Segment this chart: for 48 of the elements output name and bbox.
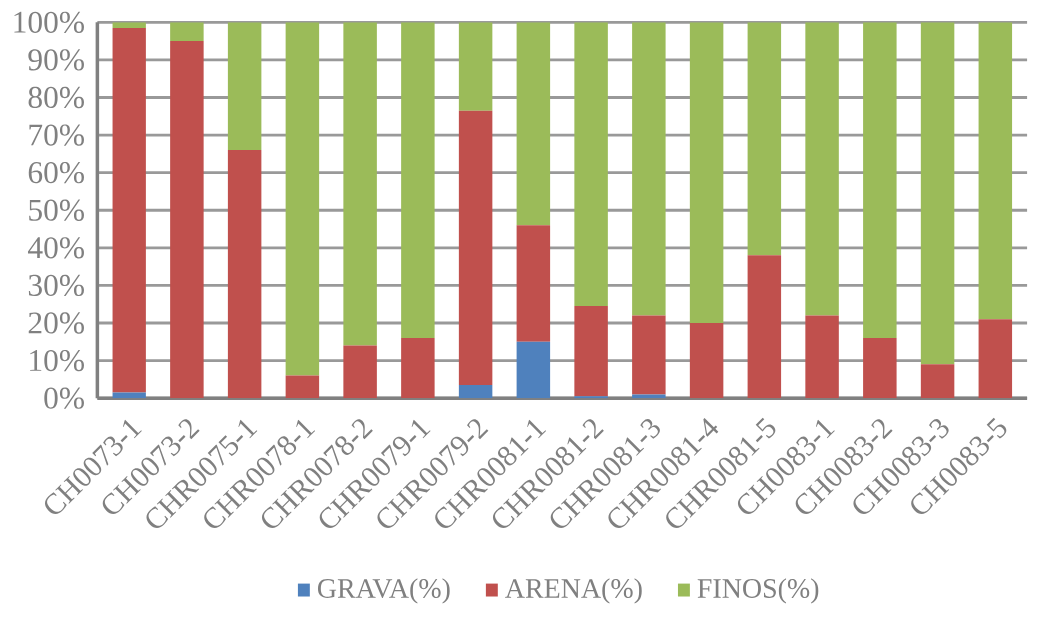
bar <box>632 22 666 316</box>
bar <box>285 375 320 399</box>
bar <box>458 385 493 399</box>
y-tick-label: 80% <box>28 86 84 109</box>
bar <box>574 306 608 397</box>
legend-label: FINOS(%) <box>697 578 819 604</box>
y-tick-label: 30% <box>28 274 84 297</box>
bar <box>805 22 839 316</box>
legend-label: GRAVA(%) <box>317 578 450 604</box>
y-tick-label: 70% <box>29 124 84 146</box>
bar <box>747 255 782 399</box>
bar <box>920 22 955 365</box>
y-tick-label: 50% <box>29 199 84 222</box>
y-tick-label: 0% <box>44 387 84 409</box>
bar <box>343 22 377 346</box>
y-tick-label: 10% <box>30 349 84 372</box>
y-tick-label: 100% <box>14 11 84 34</box>
bar <box>401 338 435 399</box>
bar <box>170 22 204 42</box>
legend-label: ARENA(%) <box>505 578 642 604</box>
bar <box>805 315 839 399</box>
bar <box>516 22 551 226</box>
bar <box>458 22 493 111</box>
bar <box>343 345 377 399</box>
bar <box>747 22 782 256</box>
bar <box>689 323 724 399</box>
y-tick-label: 20% <box>28 312 84 334</box>
bar <box>401 22 435 339</box>
bar <box>632 394 666 399</box>
bar <box>458 110 493 386</box>
bar <box>516 341 551 399</box>
bar <box>227 150 262 399</box>
bar <box>978 22 1013 320</box>
bar <box>170 41 204 399</box>
bar <box>920 364 955 399</box>
bar <box>978 319 1013 399</box>
bar <box>863 22 897 339</box>
bar <box>632 315 666 395</box>
bar <box>227 22 262 151</box>
bar <box>112 28 146 393</box>
bar <box>689 22 724 324</box>
bar <box>574 22 608 307</box>
bar <box>863 338 897 399</box>
bar <box>516 225 551 342</box>
y-tick-label: 90% <box>28 49 84 71</box>
y-tick-label: 40% <box>27 237 84 259</box>
bar <box>285 22 320 376</box>
y-tick-label: 60% <box>28 162 84 184</box>
